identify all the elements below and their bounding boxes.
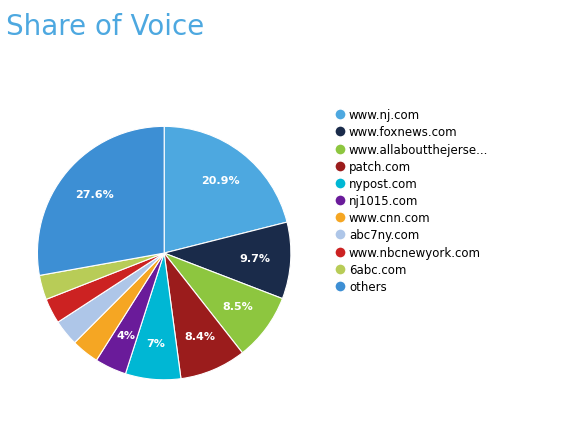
Text: 20.9%: 20.9% (201, 176, 240, 186)
Text: 8.5%: 8.5% (222, 302, 253, 312)
Wedge shape (74, 253, 164, 360)
Wedge shape (164, 127, 287, 253)
Text: Share of Voice: Share of Voice (6, 13, 204, 41)
Wedge shape (164, 222, 291, 299)
Wedge shape (46, 253, 164, 322)
Text: 27.6%: 27.6% (75, 190, 113, 199)
Text: 7%: 7% (147, 339, 165, 349)
Wedge shape (37, 127, 164, 275)
Wedge shape (96, 253, 164, 374)
Legend: www.nj.com, www.foxnews.com, www.allaboutthejerse..., patch.com, nypost.com, nj1: www.nj.com, www.foxnews.com, www.allabou… (335, 107, 491, 296)
Wedge shape (58, 253, 164, 343)
Text: 4%: 4% (116, 331, 135, 341)
Wedge shape (164, 253, 242, 379)
Wedge shape (164, 253, 282, 353)
Wedge shape (126, 253, 181, 380)
Wedge shape (39, 253, 164, 299)
Text: 9.7%: 9.7% (240, 254, 271, 264)
Text: 8.4%: 8.4% (184, 332, 215, 342)
